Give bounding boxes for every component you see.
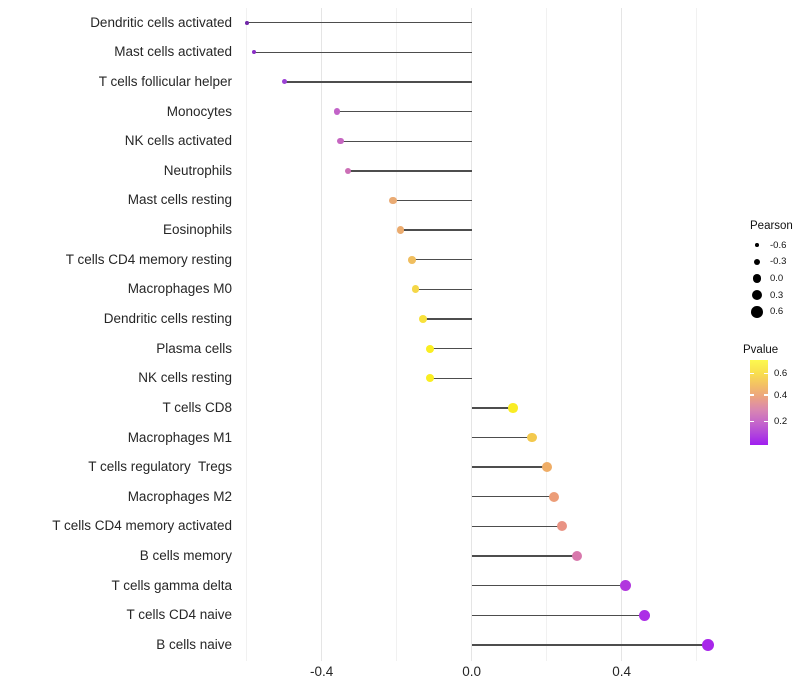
- lollipop-stem: [471, 407, 513, 409]
- lollipop-dot: [701, 638, 714, 651]
- y-axis-label: NK cells resting: [138, 370, 232, 386]
- gradient-tick-label: 0.2: [774, 416, 788, 428]
- y-axis-label: Dendritic cells resting: [103, 311, 232, 326]
- lollipop-dot: [252, 50, 257, 55]
- gradient-tick-mark: [764, 394, 768, 396]
- lollipop-dot: [549, 491, 560, 502]
- y-axis-label: Mast cells activated: [114, 44, 232, 60]
- y-axis-label: NK cells activated: [124, 133, 232, 149]
- legend-pearson-title: Pearson: [750, 220, 793, 232]
- lollipop-dot: [426, 344, 435, 353]
- lollipop-dot: [541, 462, 552, 473]
- gradient-tick-mark: [764, 372, 768, 374]
- lollipop-dot: [389, 196, 397, 205]
- lollipop-stem: [415, 288, 472, 291]
- y-axis-label: Macrophages M1: [127, 429, 232, 445]
- legend-size-label: 0.6: [770, 306, 784, 318]
- lollipop-stem: [471, 496, 555, 498]
- lollipop-dot: [333, 108, 340, 115]
- legend-size-label: 0.0: [770, 273, 784, 284]
- x-axis-tick-label: 0.4: [612, 664, 632, 679]
- y-axis-label: Macrophages M2: [127, 488, 232, 504]
- lollipop-stem: [471, 436, 532, 439]
- lollipop-stem: [471, 525, 562, 528]
- legend-size-label: -0.6: [770, 239, 787, 251]
- lollipop-stem: [400, 229, 472, 231]
- lollipop-dot: [619, 580, 631, 592]
- legend-size-dot: [753, 258, 761, 266]
- gridline-major: [621, 8, 623, 661]
- lollipop-dot: [344, 167, 352, 175]
- lollipop-stem: [340, 140, 472, 142]
- lollipop-stem: [254, 51, 472, 54]
- lollipop-stem: [471, 644, 708, 646]
- legend-size-label: -0.3: [770, 256, 787, 268]
- y-axis-label: Dendritic cells activated: [90, 14, 232, 30]
- y-axis-label: Neutrophils: [163, 162, 232, 178]
- lollipop-dot: [407, 255, 416, 264]
- gridline-minor: [246, 8, 248, 661]
- lollipop-dot: [526, 432, 537, 443]
- gradient-tick-label: 0.4: [774, 389, 788, 401]
- y-axis-label: T cells CD4 memory resting: [65, 251, 232, 267]
- lollipop-dot: [244, 20, 249, 25]
- gradient-tick-mark: [750, 420, 754, 423]
- legend-size-dot: [751, 289, 763, 301]
- y-axis-label: Eosinophils: [162, 222, 232, 238]
- y-axis-label: T cells gamma delta: [111, 577, 232, 593]
- gradient-tick-mark: [750, 372, 754, 374]
- pvalue-gradient-bar: [750, 360, 768, 445]
- lollipop-stem: [430, 377, 472, 379]
- gridline-major: [471, 8, 473, 661]
- y-axis-label: B cells memory: [139, 548, 232, 564]
- y-axis-label: Mast cells resting: [127, 192, 232, 208]
- lollipop-stem: [246, 22, 472, 24]
- legend-size-dot: [751, 305, 763, 318]
- legend-size-dot: [752, 274, 762, 283]
- lollipop-dot: [418, 315, 427, 323]
- lollipop-dot: [396, 226, 405, 234]
- lollipop-stem: [471, 614, 645, 616]
- legend-size-dot: [755, 243, 759, 248]
- lollipop-dot: [411, 285, 420, 294]
- y-axis-label: Macrophages M0: [127, 281, 232, 297]
- lollipop-stem: [336, 110, 472, 113]
- gridline-major: [321, 8, 323, 661]
- y-axis-label: T cells CD4 memory activated: [52, 518, 232, 534]
- legend-pvalue-title: Pvalue: [743, 344, 779, 356]
- legend-size-label: 0.3: [770, 289, 784, 301]
- y-axis-label: Monocytes: [166, 103, 232, 119]
- lollipop-stem: [347, 170, 472, 172]
- lollipop-dot: [638, 609, 650, 621]
- lollipop-stem: [471, 466, 547, 468]
- lollipop-stem: [284, 81, 472, 83]
- lollipop-stem: [422, 318, 472, 320]
- lollipop-stem: [411, 259, 472, 261]
- y-axis-label: T cells follicular helper: [98, 73, 232, 89]
- gradient-tick-mark: [764, 420, 768, 423]
- lollipop-dot: [556, 521, 567, 532]
- lollipop-dot: [337, 138, 344, 145]
- gradient-tick-label: 0.6: [774, 367, 788, 379]
- gridline-minor: [546, 8, 548, 661]
- y-axis-label: T cells CD8: [162, 399, 232, 415]
- gradient-tick-mark: [750, 394, 754, 396]
- x-axis-tick-label: 0.0: [462, 664, 482, 679]
- lollipop-stem: [430, 347, 472, 350]
- y-axis-label: B cells naive: [156, 636, 232, 652]
- lollipop-dot: [281, 79, 287, 85]
- x-axis-tick-label: -0.4: [310, 664, 334, 679]
- y-axis-label: T cells CD4 naive: [126, 607, 232, 623]
- lollipop-dot: [426, 374, 435, 383]
- lollipop-stem: [471, 584, 626, 587]
- y-axis-label: T cells regulatory Tregs: [88, 459, 232, 475]
- lollipop-dot: [508, 403, 518, 413]
- lollipop-stem: [392, 199, 472, 202]
- gridline-minor: [696, 8, 698, 661]
- y-axis-label: Plasma cells: [156, 340, 232, 356]
- lollipop-dot: [571, 550, 582, 562]
- lollipop-stem: [471, 555, 577, 557]
- gridline-minor: [396, 8, 398, 661]
